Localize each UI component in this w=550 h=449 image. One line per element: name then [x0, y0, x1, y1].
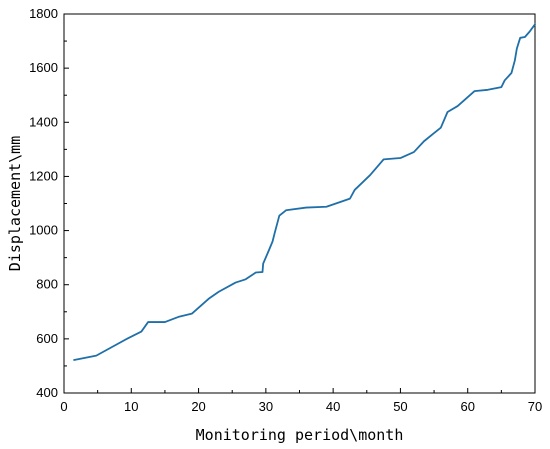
y-tick-label: 1800 [29, 6, 58, 21]
x-axis-title: Monitoring period\month [196, 426, 404, 444]
x-tick-label: 60 [460, 399, 474, 414]
y-axis-title: Displacement\mm [6, 136, 24, 271]
y-tick-label: 1000 [29, 223, 58, 238]
y-tick-label: 600 [36, 331, 58, 346]
axis-ticks [63, 13, 536, 394]
tick-labels: 0 10 20 30 40 50 60 70 400 600 800 1000 1200 1400 1600… [29, 6, 542, 414]
x-tick-label: 20 [191, 399, 205, 414]
y-tick-label: 400 [36, 385, 58, 400]
y-tick-label: 1400 [29, 114, 58, 129]
x-tick-label: 0 [60, 399, 67, 414]
x-tick-label: 40 [326, 399, 340, 414]
series-layer [73, 23, 536, 361]
y-tick-label: 1200 [29, 168, 58, 183]
x-tick-label: 10 [124, 399, 138, 414]
plot-border [63, 13, 536, 394]
x-tick-label: 70 [528, 399, 542, 414]
series-line [73, 23, 536, 361]
y-tick-label: 1600 [29, 60, 58, 75]
x-tick-label: 50 [393, 399, 407, 414]
x-tick-label: 30 [259, 399, 273, 414]
plot-frame [63, 13, 536, 394]
y-tick-label: 800 [36, 277, 58, 292]
